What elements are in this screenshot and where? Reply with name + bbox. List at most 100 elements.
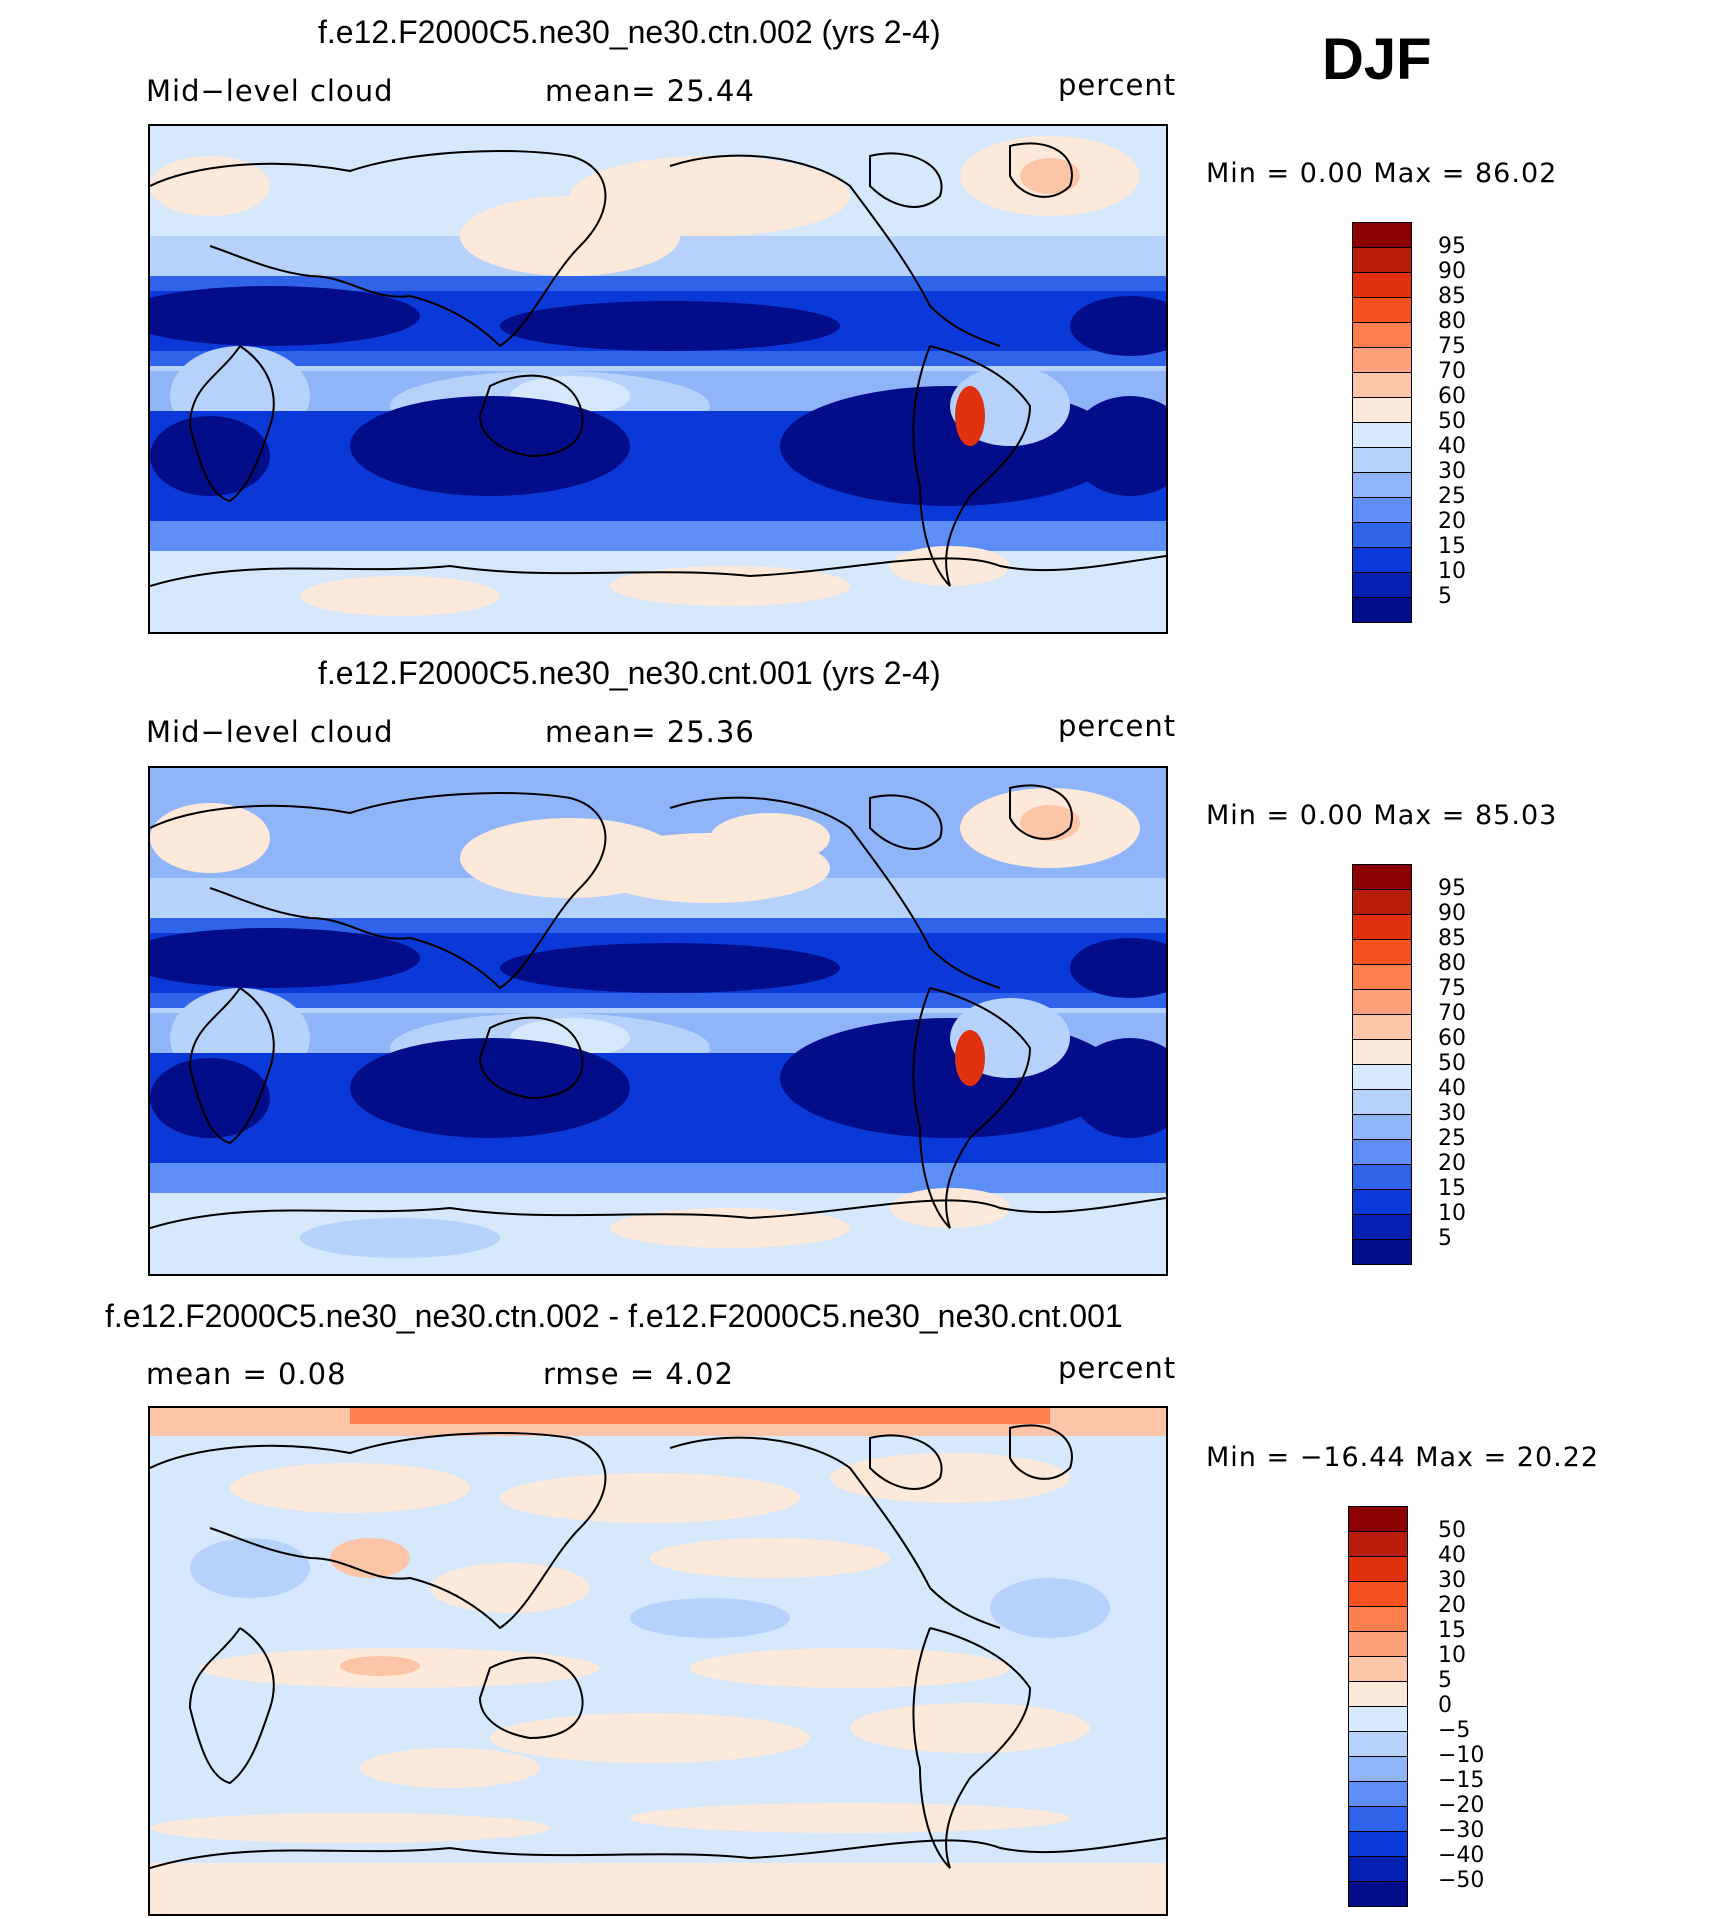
panel-2-map [148, 766, 1168, 1276]
panel-3-map [148, 1406, 1168, 1916]
colorbar-swatch [1352, 1114, 1412, 1140]
colorbar-tick-label: −15 [1438, 1768, 1485, 1793]
colorbar-tick-label: 40 [1438, 1543, 1466, 1568]
colorbar-tick-label: 30 [1438, 1568, 1466, 1593]
colorbar-tick-label: 50 [1438, 1518, 1466, 1543]
colorbar-tick-label: 70 [1438, 359, 1466, 384]
colorbar-swatch [1352, 422, 1412, 448]
colorbar-tick-label: 20 [1438, 509, 1466, 534]
colorbar-tick-label: 20 [1438, 1593, 1466, 1618]
colorbar-tick-label: −50 [1438, 1868, 1485, 1893]
colorbar-swatch [1348, 1806, 1408, 1832]
colorbar-tick-label: 75 [1438, 976, 1466, 1001]
panel-2-colorbar: 95 90 85 80 75 70 60 50 40 30 25 20 15 10 5 [1352, 864, 1466, 1266]
panel-3-mean-label: mean = 0.08 [146, 1357, 347, 1391]
colorbar-swatch [1348, 1881, 1408, 1907]
colorbar-tick-label: 60 [1438, 384, 1466, 409]
colorbar-swatch [1352, 1039, 1412, 1065]
colorbar-swatch [1348, 1831, 1408, 1857]
panel-1-map [148, 124, 1168, 634]
panel-2-mean-label: mean= 25.36 [545, 715, 755, 749]
colorbar-swatch [1352, 272, 1412, 298]
colorbar-tick-label: 75 [1438, 334, 1466, 359]
colorbar-swatch [1352, 889, 1412, 915]
colorbar-tick-label: 40 [1438, 1076, 1466, 1101]
panel-2-title: f.e12.F2000C5.ne30_ne30.cnt.001 (yrs 2-4… [318, 655, 941, 691]
panel-1-minmax: Min = 0.00 Max = 86.02 [1206, 158, 1558, 189]
colorbar-swatch [1348, 1631, 1408, 1657]
panel-1-map-field [150, 126, 1166, 632]
colorbar-swatch [1352, 222, 1412, 248]
colorbar-swatch [1348, 1506, 1408, 1532]
colorbar-tick-label: 50 [1438, 409, 1466, 434]
colorbar-swatch [1352, 297, 1412, 323]
colorbar-swatch [1352, 397, 1412, 423]
colorbar-tick-label: 70 [1438, 1001, 1466, 1026]
colorbar-tick-label: 10 [1438, 1201, 1466, 1226]
colorbar-tick-label: −40 [1438, 1843, 1485, 1868]
panel-1-mean-label: mean= 25.44 [545, 74, 755, 108]
panel-2-variable-label: Mid−level cloud [146, 715, 394, 749]
colorbar-swatch [1352, 247, 1412, 273]
colorbar-tick-label: 0 [1438, 1693, 1452, 1718]
colorbar-swatch [1352, 1014, 1412, 1040]
colorbar-tick-label: −20 [1438, 1793, 1485, 1818]
colorbar-swatch [1352, 497, 1412, 523]
colorbar-tick-label: 40 [1438, 434, 1466, 459]
colorbar-tick-label: 90 [1438, 901, 1466, 926]
colorbar-swatch [1352, 322, 1412, 348]
colorbar-swatch [1352, 1164, 1412, 1190]
colorbar-swatch [1352, 447, 1412, 473]
colorbar-swatch [1348, 1581, 1408, 1607]
colorbar-tick-label: 10 [1438, 1643, 1466, 1668]
colorbar-swatch [1352, 914, 1412, 940]
colorbar-swatch [1352, 864, 1412, 890]
colorbar-swatch [1352, 597, 1412, 623]
colorbar-swatch [1348, 1781, 1408, 1807]
colorbar-swatch [1352, 989, 1412, 1015]
colorbar-swatch [1352, 1214, 1412, 1240]
colorbar-swatch [1348, 1606, 1408, 1632]
colorbar-swatch [1348, 1656, 1408, 1682]
colorbar-swatch [1348, 1706, 1408, 1732]
panel-1-variable-label: Mid−level cloud [146, 74, 394, 108]
colorbar-tick-label: 15 [1438, 1618, 1466, 1643]
panel-3-colorbar: 50 40 30 20 15 10 5 0 −5 −10 −15 −20 −30 −40 −50 [1348, 1506, 1484, 1908]
panel-2-minmax: Min = 0.00 Max = 85.03 [1206, 800, 1558, 831]
colorbar-tick-label: 5 [1438, 1668, 1452, 1693]
season-label: DJF [1322, 27, 1432, 92]
panel-1-colorbar: 95 90 85 80 75 70 60 50 40 30 25 20 15 10 5 [1352, 222, 1466, 624]
colorbar-swatch [1348, 1731, 1408, 1757]
colorbar-tick-label: 50 [1438, 1051, 1466, 1076]
colorbar-swatch [1352, 1089, 1412, 1115]
panel-3-map-field [150, 1408, 1166, 1914]
colorbar-tick-label: −5 [1438, 1718, 1471, 1743]
colorbar-tick-label: −10 [1438, 1743, 1485, 1768]
panel-2-map-field [150, 768, 1166, 1274]
colorbar-tick-label: 90 [1438, 259, 1466, 284]
panel-2-units-label: percent [1058, 709, 1177, 743]
colorbar-tick-label: 85 [1438, 284, 1466, 309]
colorbar-swatch [1352, 939, 1412, 965]
colorbar-swatch [1348, 1856, 1408, 1882]
panel-3-minmax: Min = −16.44 Max = 20.22 [1206, 1442, 1600, 1473]
colorbar-swatch [1352, 347, 1412, 373]
colorbar-tick-label: 5 [1438, 584, 1452, 609]
colorbar-tick-label: 20 [1438, 1151, 1466, 1176]
colorbar-swatch [1348, 1531, 1408, 1557]
colorbar-tick-label: 85 [1438, 926, 1466, 951]
panel-3-units-label: percent [1058, 1351, 1177, 1385]
colorbar-swatch [1348, 1681, 1408, 1707]
colorbar-tick-label: 25 [1438, 484, 1466, 509]
colorbar-swatch [1352, 1239, 1412, 1265]
colorbar-tick-label: 30 [1438, 1101, 1466, 1126]
colorbar-tick-label: 30 [1438, 459, 1466, 484]
colorbar-swatch [1352, 572, 1412, 598]
colorbar-swatch [1348, 1556, 1408, 1582]
panel-3-rmse-label: rmse = 4.02 [543, 1357, 734, 1391]
colorbar-swatch [1352, 522, 1412, 548]
colorbar-tick-label: 15 [1438, 1176, 1466, 1201]
colorbar-swatch [1348, 1756, 1408, 1782]
colorbar-tick-label: 80 [1438, 309, 1466, 334]
colorbar-tick-label: −30 [1438, 1818, 1485, 1843]
